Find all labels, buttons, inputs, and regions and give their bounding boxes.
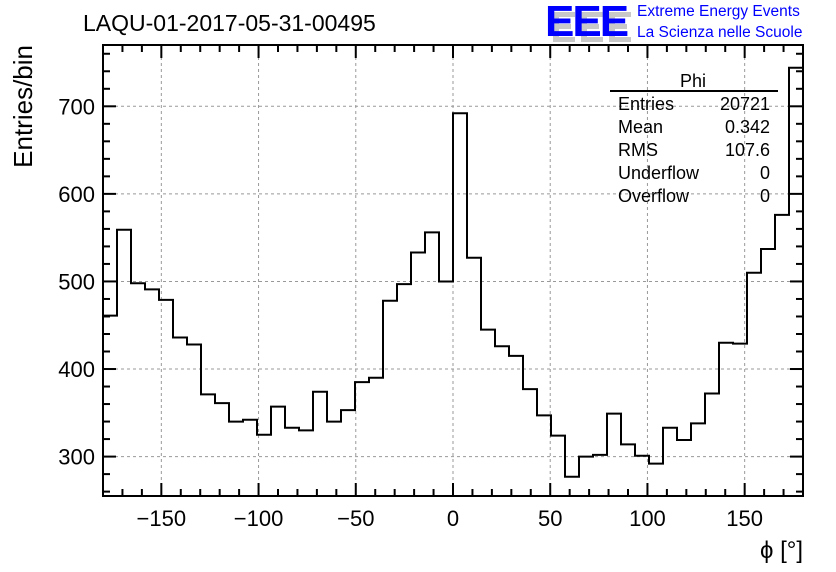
histogram-bin [355,382,369,496]
stats-value: 20721 [720,94,770,114]
histogram-bin [299,430,313,496]
stats-value: 0.342 [725,117,770,137]
x-tick-label: 100 [629,506,666,531]
x-axis-title: ϕ [°] [760,537,803,564]
histogram-bin [691,423,705,496]
stats-label: RMS [618,140,658,160]
histogram-bin [425,232,439,496]
stats-value: 0 [760,163,770,183]
histogram-bin [271,407,285,496]
y-tick-label: 300 [58,445,95,470]
histogram-bin [383,301,397,496]
histogram-bin [285,428,299,496]
histogram-bin [719,343,733,496]
histogram-bin [467,258,481,496]
stats-title: Phi [680,71,706,91]
histogram-bin [663,428,677,496]
histogram-bin [579,457,593,496]
eee-logo: EEE [545,0,640,46]
y-tick-label: 400 [58,357,95,382]
y-tick-label: 500 [58,269,95,294]
stats-value: 107.6 [725,140,770,160]
histogram-bin [369,378,383,496]
eee-line2: La Scienza nelle Scuole [637,24,803,41]
histogram-bin [677,440,691,496]
histogram-bin [761,249,775,496]
histogram-bin [145,289,159,496]
histogram-bin [495,346,509,496]
histogram-bin [117,230,131,496]
x-tick-label: 150 [726,506,763,531]
histogram-bin [327,422,341,496]
stats-label: Overflow [618,186,690,206]
histogram-bin [593,455,607,496]
histogram-bin [439,281,453,496]
histogram-bin [131,283,145,496]
x-tick-label: −150 [137,506,187,531]
histogram-bin [173,337,187,496]
x-tick-label: −50 [337,506,374,531]
stats-label: Mean [618,117,663,137]
stats-value: 0 [760,186,770,206]
histogram-bin [201,394,215,496]
y-tick-label: 700 [58,94,95,119]
histogram-bin [313,392,327,496]
histogram-bin [159,300,173,496]
histogram-bin [509,356,523,496]
histogram-bin [705,394,719,496]
histogram-bin [537,415,551,496]
histogram-bin [621,444,635,496]
histogram-bin [481,330,495,496]
histogram-bin [607,414,621,496]
y-axis-title: Entries/bin [8,45,38,168]
x-tick-label: 0 [447,506,459,531]
histogram-line [102,66,804,496]
eee-logo-shadow [553,12,631,42]
histogram-bin [747,273,761,496]
stats-label: Underflow [618,163,700,183]
histogram-bin [243,420,257,496]
x-tick-label: −100 [234,506,284,531]
eee-line1: Extreme Energy Events [637,3,800,20]
y-tick-label: 600 [58,182,95,207]
histogram-bin [103,316,117,496]
histogram-bin [453,113,467,496]
histogram-bin [733,344,747,496]
stats-label: Entries [618,94,674,114]
histogram-bin [397,284,411,496]
histogram-bin [565,477,579,496]
histogram-bin [215,403,229,496]
histogram-bin [411,253,425,496]
histogram-title: LAQU-01-2017-05-31-00495 [83,10,376,36]
histogram-bin [775,215,789,496]
histogram-bin [341,410,355,496]
eee-logo-mark: EEE [545,0,629,46]
histogram-bin [187,344,201,496]
x-tick-label: 50 [538,506,562,531]
histogram-bin [551,436,565,496]
histogram-bin [229,422,243,496]
histogram-bin [649,464,663,496]
histogram-bin [523,389,537,496]
